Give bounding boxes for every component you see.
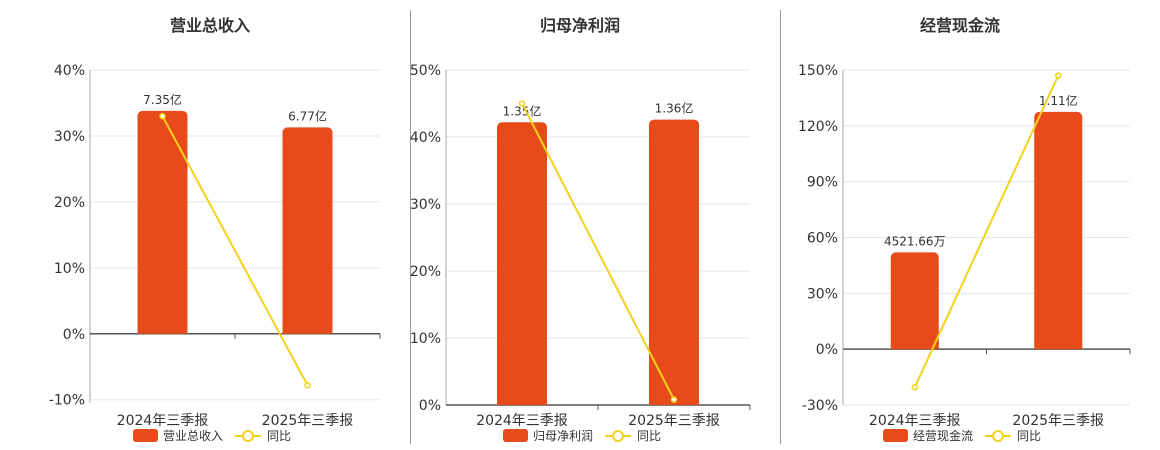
y-tick-label: 30% <box>54 129 85 145</box>
x-category-label: 2024年三季报 <box>476 413 568 429</box>
bar-base <box>282 327 333 334</box>
yoy-line <box>521 103 675 401</box>
yoy-line <box>913 75 1060 388</box>
legend-bar-swatch <box>883 429 908 442</box>
legend-bar-swatch <box>133 429 158 442</box>
bar-data-label: 1.35亿 <box>503 103 542 118</box>
y-tick-label: 0% <box>419 398 441 414</box>
bar-data-label: 1.36亿 <box>655 101 694 116</box>
y-tick-label: 20% <box>54 195 85 211</box>
bar <box>282 127 333 334</box>
legend-bar-swatch <box>503 429 528 442</box>
bar <box>137 110 188 334</box>
y-tick-label: -30% <box>802 398 838 414</box>
y-tick-label: 150% <box>798 63 838 79</box>
legend-line-label: 同比 <box>1017 429 1041 443</box>
yoy-point <box>911 384 918 391</box>
bar-data-label: 7.35亿 <box>143 92 182 107</box>
yoy-line <box>161 115 309 386</box>
bar-base <box>137 327 188 334</box>
legend-line-marker <box>242 430 254 442</box>
bar-base <box>1034 343 1083 350</box>
yoy-point <box>518 100 526 107</box>
y-tick-label: 90% <box>807 175 838 191</box>
legend-bar-label: 归母净利润 <box>533 429 593 443</box>
x-category-label: 2025年三季报 <box>1012 413 1104 429</box>
panel-divider <box>410 10 411 444</box>
chart-title-cashflow: 经营现金流 <box>919 16 1000 35</box>
bar-data-label: 4521.66万 <box>884 234 946 248</box>
legend-line-marker <box>612 430 624 442</box>
legend-bar-label: 经营现金流 <box>913 428 973 443</box>
chart-title-net-profit: 归母净利润 <box>539 16 620 35</box>
y-tick-label: 20% <box>410 264 441 280</box>
x-category-label: 2024年三季报 <box>117 413 209 429</box>
bar-data-label: 6.77亿 <box>288 108 327 123</box>
yoy-point <box>159 112 166 120</box>
x-category-label: 2024年三季报 <box>869 413 961 429</box>
y-tick-label: 120% <box>798 119 838 135</box>
bar <box>1034 111 1083 350</box>
y-tick-label: 0% <box>816 342 838 358</box>
bar <box>649 119 699 405</box>
yoy-point <box>670 396 678 403</box>
y-tick-label: 30% <box>410 197 441 213</box>
y-tick-label: 40% <box>410 130 441 146</box>
y-tick-label: 50% <box>410 63 441 79</box>
legend-line-label: 同比 <box>267 429 291 443</box>
yoy-point <box>1055 72 1062 79</box>
panel-divider <box>780 10 781 444</box>
y-tick-label: 40% <box>54 63 85 79</box>
x-category-label: 2025年三季报 <box>262 413 354 429</box>
bar <box>497 122 547 405</box>
bar <box>890 252 939 350</box>
yoy-point <box>304 381 311 389</box>
legend-line-marker <box>992 430 1004 442</box>
x-category-label: 2025年三季报 <box>628 413 720 429</box>
y-tick-label: -10% <box>49 393 85 409</box>
bar-base <box>497 399 547 405</box>
y-tick-label: 10% <box>54 261 85 277</box>
y-tick-label: 30% <box>807 286 838 302</box>
legend-line-label: 同比 <box>637 429 661 443</box>
y-tick-label: 0% <box>63 327 85 343</box>
chart-title-revenue: 营业总收入 <box>169 16 250 35</box>
legend-bar-label: 营业总收入 <box>163 429 223 443</box>
bar-base <box>890 343 939 350</box>
y-tick-label: 10% <box>410 331 441 347</box>
y-tick-label: 60% <box>807 231 838 247</box>
